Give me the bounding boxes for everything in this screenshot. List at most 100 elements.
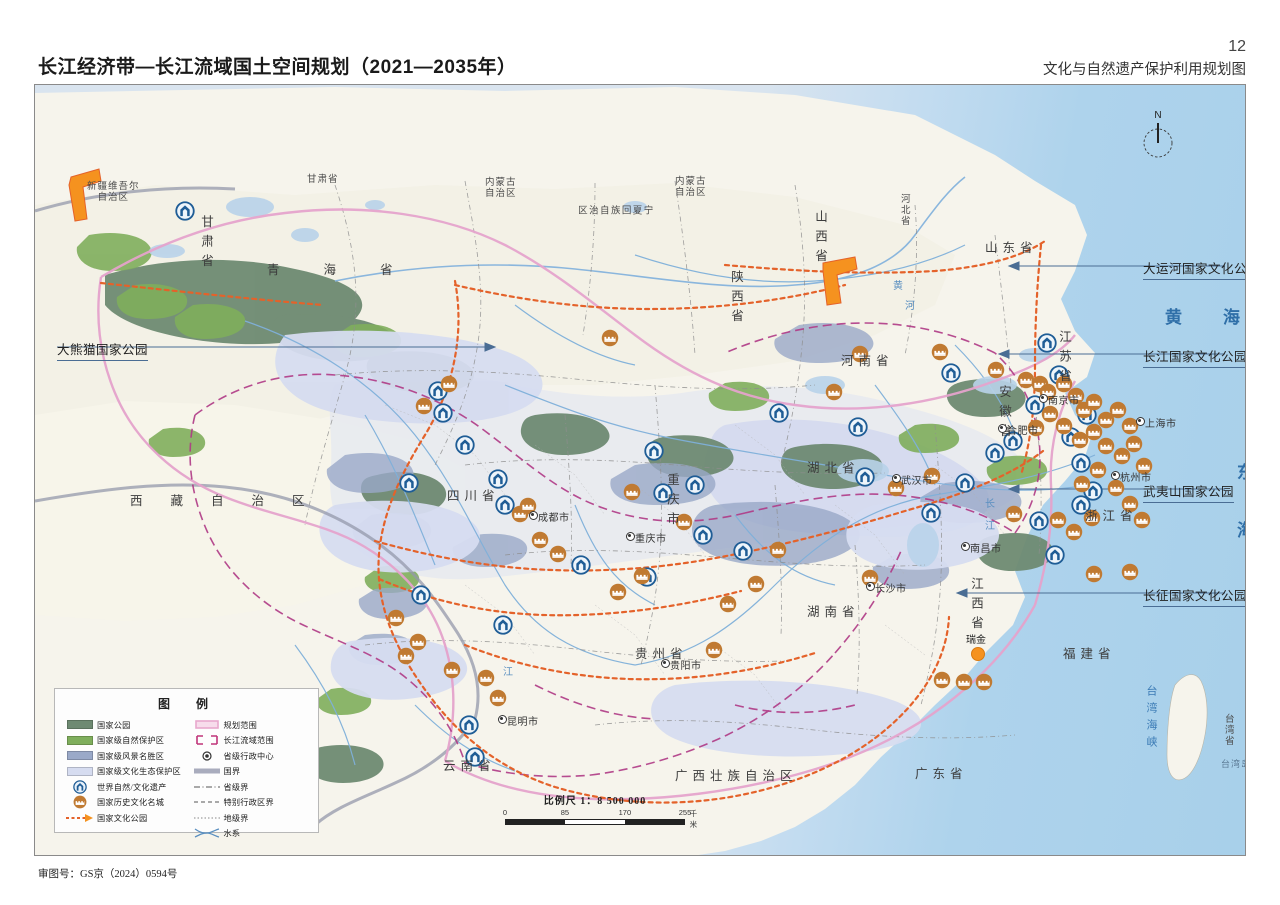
legend-item-right-2[interactable]: 省级行政中心 (190, 748, 311, 764)
world-heritage-marker[interactable] (455, 435, 475, 455)
historic-city-marker[interactable] (887, 479, 907, 499)
world-heritage-marker[interactable] (693, 525, 713, 545)
historic-city-marker[interactable] (1055, 375, 1075, 395)
historic-city-marker[interactable] (1049, 511, 1069, 531)
historic-city-marker[interactable] (477, 669, 497, 689)
historic-city-marker[interactable] (1083, 509, 1103, 529)
world-heritage-marker[interactable] (1071, 495, 1091, 515)
historic-city-marker[interactable] (633, 567, 653, 587)
world-heritage-marker[interactable] (1037, 333, 1057, 353)
historic-city-marker[interactable] (1113, 447, 1133, 467)
historic-city-marker[interactable] (933, 671, 953, 691)
historic-city-marker[interactable] (1005, 505, 1025, 525)
historic-city-marker[interactable] (531, 531, 551, 551)
legend-item-left-3[interactable]: 国家级文化生态保护区 (63, 764, 184, 780)
historic-city-marker[interactable] (769, 541, 789, 561)
historic-city-marker[interactable] (409, 633, 429, 653)
world-heritage-marker[interactable] (733, 541, 753, 561)
historic-city-marker[interactable] (415, 397, 435, 417)
world-heritage-marker[interactable] (653, 483, 673, 503)
historic-city-marker[interactable] (489, 689, 509, 709)
historic-city-marker[interactable] (1055, 417, 1075, 437)
historic-city-marker[interactable] (443, 661, 463, 681)
world-heritage-marker[interactable] (488, 469, 508, 489)
legend-item-left-2[interactable]: 国家级风景名胜区 (63, 748, 184, 764)
historic-city-marker[interactable] (1097, 437, 1117, 457)
historic-city-marker[interactable] (1071, 431, 1091, 451)
world-heritage-marker[interactable] (175, 201, 195, 221)
world-heritage-marker[interactable] (571, 555, 591, 575)
legend-item-left-0[interactable]: 国家公园 (63, 717, 184, 733)
world-heritage-marker[interactable] (495, 495, 515, 515)
historic-city-marker[interactable] (1121, 495, 1141, 515)
historic-city-marker[interactable] (1109, 401, 1129, 421)
historic-city-marker[interactable] (519, 497, 539, 517)
legend-item-left-5[interactable]: 国家历史文化名城 (63, 795, 184, 811)
legend-item-right-3[interactable]: 国界 (190, 764, 311, 780)
legend-item-right-1[interactable]: 长江流域范围 (190, 733, 311, 749)
world-heritage-marker[interactable] (644, 441, 664, 461)
historic-city-marker[interactable] (987, 361, 1007, 381)
historic-city-marker[interactable] (440, 375, 460, 395)
historic-city-marker[interactable] (1073, 475, 1093, 495)
world-heritage-marker[interactable] (1045, 545, 1065, 565)
world-heritage-marker[interactable] (411, 585, 431, 605)
world-heritage-marker[interactable] (1071, 453, 1091, 473)
historic-city-marker[interactable] (923, 467, 943, 487)
historic-city-marker[interactable] (1041, 405, 1061, 425)
historic-city-marker[interactable] (705, 641, 725, 661)
historic-city-marker[interactable] (387, 609, 407, 629)
world-heritage-marker[interactable] (399, 473, 419, 493)
world-heritage-marker[interactable] (855, 467, 875, 487)
legend-item-left-4[interactable]: 世界自然/文化遗产 (63, 779, 184, 795)
historic-city-marker[interactable] (1097, 411, 1117, 431)
historic-city-marker[interactable] (1027, 419, 1047, 439)
world-heritage-marker[interactable] (985, 443, 1005, 463)
historic-city-marker[interactable] (851, 345, 871, 365)
historic-city-marker[interactable] (1089, 461, 1109, 481)
historic-city-marker[interactable] (747, 575, 767, 595)
world-heritage-marker[interactable] (1003, 431, 1023, 451)
historic-city-marker[interactable] (1085, 423, 1105, 443)
world-heritage-marker[interactable] (941, 363, 961, 383)
legend-item-right-7[interactable]: 水系 (190, 826, 311, 842)
map-canvas[interactable]: 新疆维吾尔 自治区 甘肃省 内蒙古 自治区 内蒙古 自治区 青海省 甘肃省宁夏回族自治区陕西省山… (34, 84, 1246, 856)
world-heritage-marker[interactable] (769, 403, 789, 423)
historic-city-marker[interactable] (955, 673, 975, 693)
historic-city-marker[interactable] (1067, 387, 1087, 407)
legend-item-left-1[interactable]: 国家级自然保护区 (63, 733, 184, 749)
world-heritage-marker[interactable] (921, 503, 941, 523)
historic-city-marker[interactable] (975, 673, 995, 693)
legend-item-right-5[interactable]: 特别行政区界 (190, 795, 311, 811)
world-heritage-marker[interactable] (685, 475, 705, 495)
historic-city-marker[interactable] (397, 647, 417, 667)
historic-city-marker[interactable] (1107, 479, 1127, 499)
historic-city-marker[interactable] (931, 343, 951, 363)
legend-item-left-6[interactable]: 国家文化公园 (63, 810, 184, 826)
historic-city-marker[interactable] (1085, 393, 1105, 413)
world-heritage-marker[interactable] (493, 615, 513, 635)
historic-city-marker[interactable] (1125, 435, 1145, 455)
legend-item-right-4[interactable]: 省级界 (190, 779, 311, 795)
historic-city-marker[interactable] (1135, 457, 1155, 477)
historic-city-marker[interactable] (1085, 565, 1105, 585)
world-heritage-marker[interactable] (955, 473, 975, 493)
historic-city-marker[interactable] (1017, 371, 1037, 391)
historic-city-marker[interactable] (719, 595, 739, 615)
world-heritage-marker[interactable] (848, 417, 868, 437)
world-heritage-marker[interactable] (433, 403, 453, 423)
historic-city-marker[interactable] (1133, 511, 1153, 531)
historic-city-marker[interactable] (549, 545, 569, 565)
world-heritage-marker[interactable] (459, 715, 479, 735)
historic-city-marker[interactable] (861, 569, 881, 589)
historic-city-marker[interactable] (825, 383, 845, 403)
historic-city-marker[interactable] (675, 513, 695, 533)
legend-item-right-0[interactable]: 规划范围 (190, 717, 311, 733)
historic-city-marker[interactable] (1121, 563, 1141, 583)
historic-city-marker[interactable] (1065, 523, 1085, 543)
legend-item-right-6[interactable]: 地级界 (190, 810, 311, 826)
historic-city-marker[interactable] (623, 483, 643, 503)
world-heritage-marker[interactable] (1029, 511, 1049, 531)
historic-city-marker[interactable] (1121, 417, 1141, 437)
historic-city-marker[interactable] (601, 329, 621, 349)
